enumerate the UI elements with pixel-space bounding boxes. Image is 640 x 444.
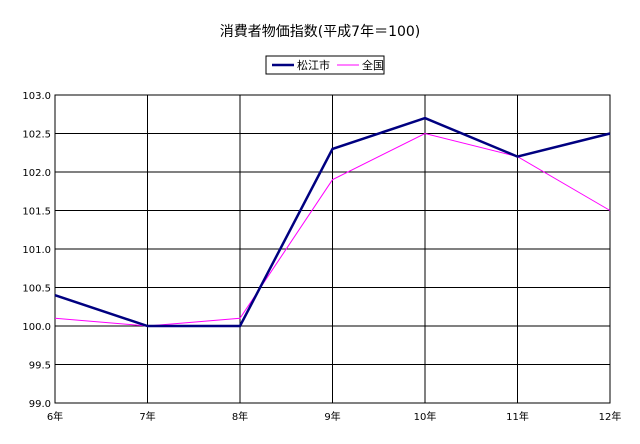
x-tick-label: 9年 [324, 410, 340, 423]
plot-border [54, 94, 611, 404]
legend-box [265, 55, 385, 75]
legend-label-matsue: 松江市 [297, 58, 330, 72]
x-tick-label: 6年 [47, 410, 63, 423]
x-tick-label: 7年 [139, 410, 155, 423]
y-tick-label: 102.5 [22, 130, 51, 141]
legend: 松江市 全国 [265, 55, 385, 75]
y-tick-label: 101.5 [22, 207, 51, 218]
y-tick-label: 99.5 [29, 361, 51, 372]
y-tick-label: 100.5 [22, 284, 51, 295]
legend-label-national: 全国 [362, 58, 384, 72]
y-tick-label: 101.0 [22, 245, 51, 256]
series-line-matsue [54, 116, 611, 328]
x-tick-label: 12年 [599, 410, 622, 423]
plot-area: 99.0 99.5 100.0 100.5 101.0 101.5 102.0 102.5 10… [22, 91, 621, 423]
x-tick-label: 11年 [506, 410, 529, 423]
y-tick-label: 100.0 [22, 322, 51, 333]
y-tick-label: 102.0 [22, 168, 51, 179]
x-tick-label: 8年 [232, 410, 248, 423]
y-tick-label: 99.0 [29, 399, 51, 410]
y-tick-label: 103.0 [22, 91, 51, 102]
x-tick-label: 10年 [414, 410, 437, 423]
chart-title: 消費者物価指数(平成7年＝100) [220, 24, 421, 40]
